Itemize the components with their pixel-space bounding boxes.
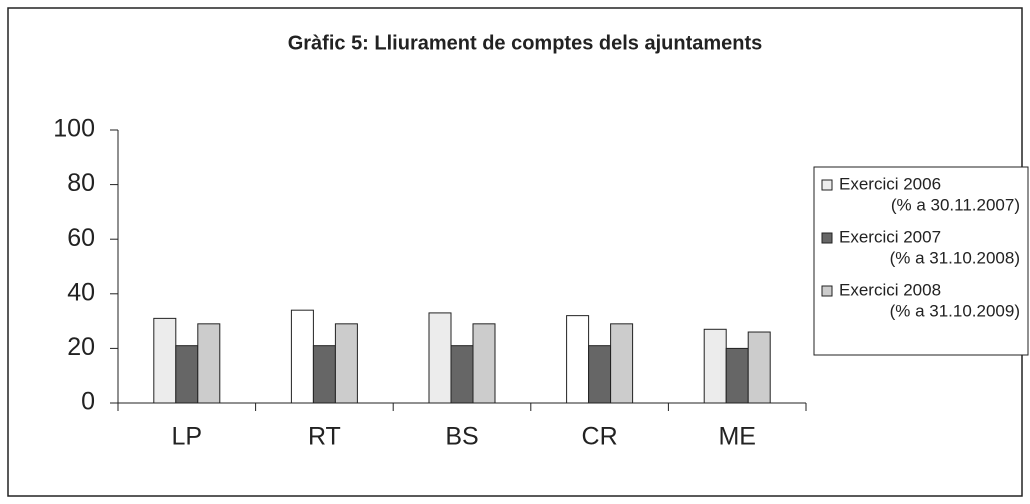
bar <box>610 323 634 404</box>
x-tick-label: RT <box>308 423 341 451</box>
y-tick-label: 100 <box>53 115 95 143</box>
y-tick-label: 40 <box>67 278 95 306</box>
y-tick-label: 60 <box>67 224 95 252</box>
bar <box>566 315 590 404</box>
bar <box>290 309 314 404</box>
legend-sublabel: (% a 30.11.2007) <box>891 195 1020 214</box>
legend-label: Exercici 2006 <box>839 174 941 193</box>
bar <box>588 345 612 404</box>
chart-title: Gràfic 5: Lliurament de comptes dels aju… <box>288 32 763 54</box>
legend-box <box>813 166 1029 356</box>
x-tick-label: ME <box>718 423 756 451</box>
x-tick-label: BS <box>445 423 478 451</box>
bar <box>725 347 749 404</box>
legend-swatch <box>821 179 833 191</box>
bar <box>428 312 452 404</box>
bar <box>703 328 727 404</box>
legend-swatch <box>821 232 833 244</box>
x-tick-label: CR <box>582 423 618 451</box>
legend-sublabel: (% a 31.10.2008) <box>890 248 1020 267</box>
legend-label: Exercici 2007 <box>839 227 941 246</box>
legend-label: Exercici 2008 <box>839 280 941 299</box>
bar <box>153 317 177 404</box>
y-tick-label: 80 <box>67 169 95 197</box>
bar <box>197 323 221 404</box>
bar <box>334 323 358 404</box>
legend-swatch <box>821 285 833 297</box>
bar <box>747 331 771 404</box>
legend-sublabel: (% a 31.10.2009) <box>890 301 1020 320</box>
bar <box>450 345 474 404</box>
x-tick-label: LP <box>172 423 203 451</box>
y-tick-label: 20 <box>67 333 95 361</box>
bar <box>472 323 496 404</box>
y-tick-label: 0 <box>81 388 95 416</box>
bar <box>312 345 336 404</box>
bar <box>175 345 199 404</box>
